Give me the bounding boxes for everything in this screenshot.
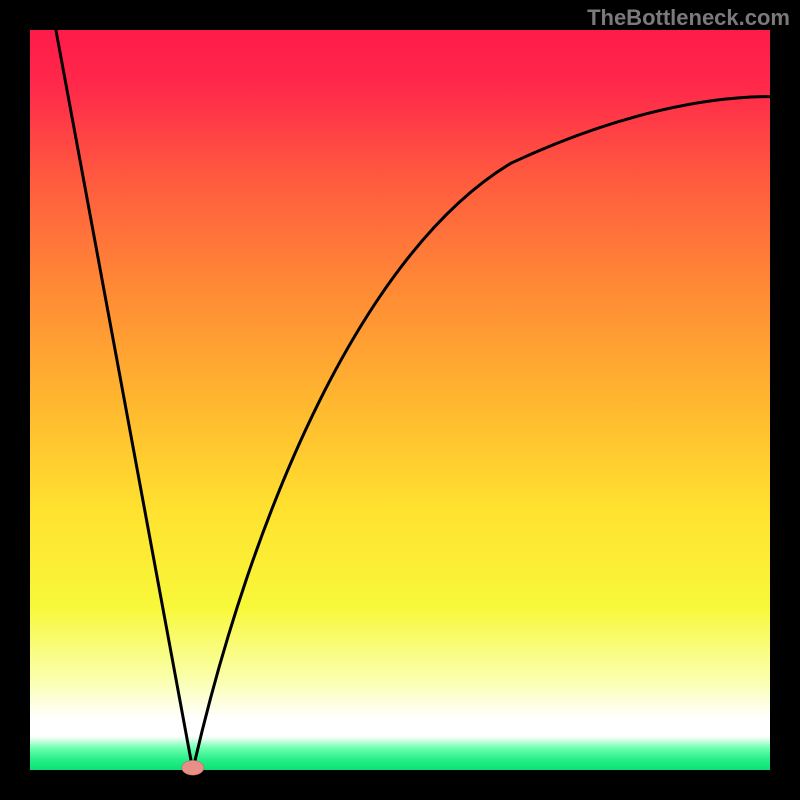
bottleneck-chart: TheBottleneck.com bbox=[0, 0, 800, 800]
plot-background bbox=[30, 30, 770, 770]
attribution-text: TheBottleneck.com bbox=[587, 5, 790, 30]
optimal-marker bbox=[182, 760, 204, 775]
